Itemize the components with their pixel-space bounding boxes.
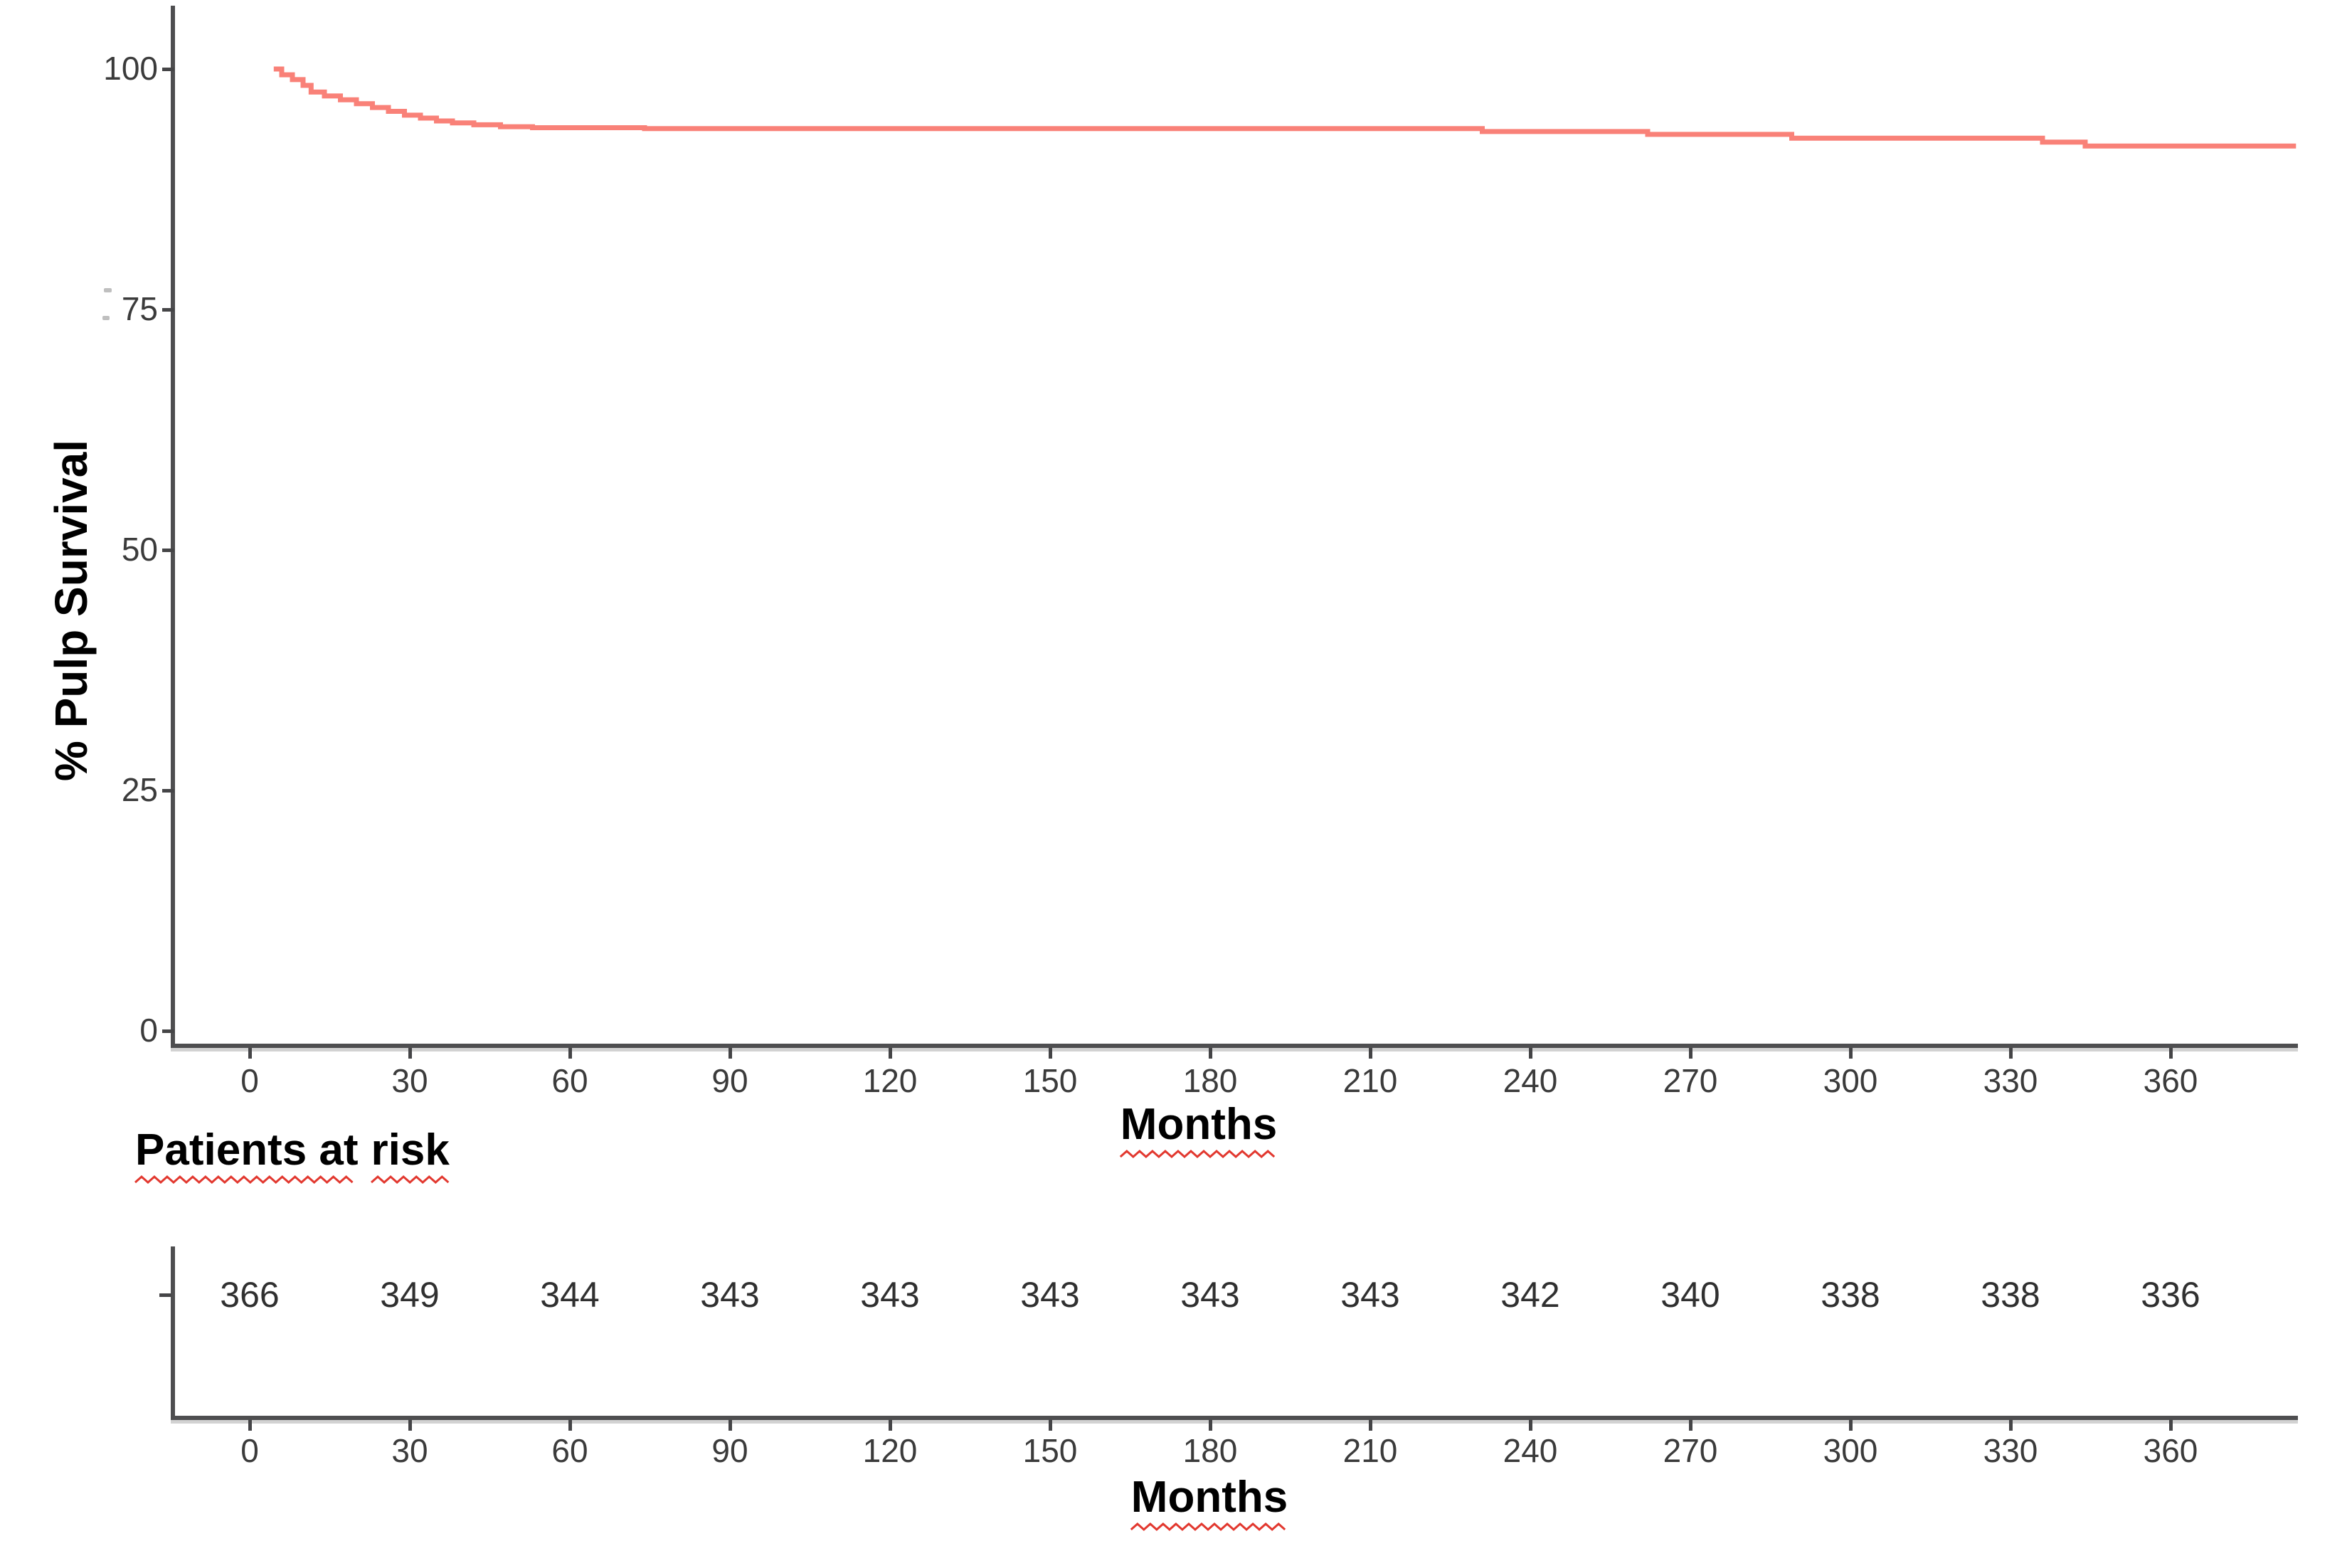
risk-x-tick-label: 210 (1342, 1432, 1398, 1469)
risk-count-value: 338 (1821, 1275, 1880, 1315)
risk-x-tick-label: 90 (711, 1432, 748, 1469)
risk-x-tick-mark (889, 1420, 892, 1431)
risk-x-tick-label: 240 (1503, 1432, 1558, 1469)
artifact-mark (104, 288, 112, 292)
patients-at-risk-title: Patients at risk (134, 1126, 450, 1184)
risk-x-axis-line (171, 1416, 2298, 1420)
risk-count-value: 349 (380, 1275, 440, 1315)
x-tick-label: 30 (391, 1062, 428, 1099)
y-tick-label: 100 (103, 50, 158, 87)
y-tick-mark (162, 549, 174, 552)
risk-x-tick-mark (1689, 1420, 1692, 1431)
x-tick-mark (1369, 1048, 1372, 1059)
risk-x-axis-title: Months (1130, 1473, 1288, 1531)
risk-x-tick-label: 360 (2143, 1432, 2198, 1469)
y-tick-mark (162, 68, 174, 71)
artifact-mark (102, 316, 110, 320)
y-tick-label: 75 (121, 290, 158, 327)
x-tick-label: 330 (1983, 1062, 2038, 1099)
risk-count-value: 343 (1020, 1275, 1080, 1315)
x-tick-label: 0 (240, 1062, 259, 1099)
y-tick-mark (162, 1029, 174, 1033)
risk-x-tick-label: 330 (1983, 1432, 2038, 1469)
x-tick-mark (729, 1048, 732, 1059)
x-tick-mark (248, 1048, 252, 1059)
x-tick-mark (408, 1048, 412, 1059)
x-tick-label: 90 (711, 1062, 748, 1099)
risk-x-tick-mark (1049, 1420, 1052, 1431)
risk-x-tick-label: 150 (1022, 1432, 1078, 1469)
risk-count-value: 366 (220, 1275, 280, 1315)
x-tick-mark (1049, 1048, 1052, 1059)
risk-x-axis-title-wrap: Months (1130, 1473, 1288, 1531)
x-tick-label: 180 (1182, 1062, 1238, 1099)
spellcheck-squiggle (370, 1175, 449, 1184)
risk-count-value: 343 (860, 1275, 920, 1315)
risk-x-tick-mark (1209, 1420, 1212, 1431)
x-tick-mark (1689, 1048, 1692, 1059)
risk-count-value: 336 (2141, 1275, 2200, 1315)
x-tick-label: 210 (1342, 1062, 1398, 1099)
y-axis-title: % Pulp Survival (46, 439, 97, 782)
risk-y-tick (159, 1293, 171, 1297)
main-x-axis-title: Months (1119, 1101, 1277, 1158)
x-tick-label: 150 (1022, 1062, 1078, 1099)
risk-count-value: 343 (1180, 1275, 1240, 1315)
main-x-axis-line (171, 1044, 2298, 1048)
risk-count-value: 343 (700, 1275, 760, 1315)
spellcheck-squiggle (1119, 1149, 1276, 1158)
x-tick-mark (568, 1048, 572, 1059)
risk-count-value: 342 (1500, 1275, 1560, 1315)
risk-x-tick-mark (1529, 1420, 1532, 1431)
main-x-axis-title-wrap: Months (1119, 1101, 1277, 1158)
y-tick-label: 25 (121, 771, 158, 808)
risk-x-tick-mark (1849, 1420, 1853, 1431)
x-tick-mark (2169, 1048, 2173, 1059)
x-tick-mark (1849, 1048, 1853, 1059)
x-tick-mark (1209, 1048, 1212, 1059)
risk-x-tick-mark (568, 1420, 572, 1431)
risk-x-tick-mark (729, 1420, 732, 1431)
y-tick-mark (162, 789, 174, 793)
risk-count-value: 338 (1981, 1275, 2040, 1315)
x-tick-label: 240 (1503, 1062, 1558, 1099)
y-tick-label: 50 (121, 531, 158, 568)
risk-x-tick-label: 30 (391, 1432, 428, 1469)
x-tick-label: 300 (1823, 1062, 1878, 1099)
km-survival-curve (273, 66, 2296, 149)
x-tick-label: 270 (1663, 1062, 1718, 1099)
y-tick-label: 0 (139, 1012, 158, 1049)
x-tick-mark (889, 1048, 892, 1059)
risk-x-tick-label: 180 (1182, 1432, 1238, 1469)
risk-x-tick-label: 60 (551, 1432, 588, 1469)
risk-x-tick-label: 270 (1663, 1432, 1718, 1469)
x-tick-label: 60 (551, 1062, 588, 1099)
x-tick-label: 120 (862, 1062, 918, 1099)
x-tick-mark (2009, 1048, 2013, 1059)
risk-x-tick-mark (2009, 1420, 2013, 1431)
risk-x-tick-mark (2169, 1420, 2173, 1431)
risk-x-tick-label: 0 (240, 1432, 259, 1469)
risk-x-tick-label: 300 (1823, 1432, 1878, 1469)
x-tick-label: 360 (2143, 1062, 2198, 1099)
risk-count-value: 344 (540, 1275, 600, 1315)
spellcheck-squiggle (134, 1175, 354, 1184)
patients-at-risk-title-part2: risk (370, 1126, 450, 1184)
spellcheck-squiggle (1130, 1522, 1286, 1531)
risk-x-tick-label: 120 (862, 1432, 918, 1469)
y-tick-mark (162, 308, 174, 312)
risk-count-value: 340 (1660, 1275, 1720, 1315)
risk-y-axis-line (171, 1246, 175, 1419)
risk-count-value: 343 (1340, 1275, 1400, 1315)
risk-x-tick-mark (1369, 1420, 1372, 1431)
risk-x-tick-mark (408, 1420, 412, 1431)
patients-at-risk-title-part1: Patients at (134, 1126, 359, 1184)
main-y-axis-line (171, 6, 175, 1047)
x-tick-mark (1529, 1048, 1532, 1059)
risk-x-tick-mark (248, 1420, 252, 1431)
